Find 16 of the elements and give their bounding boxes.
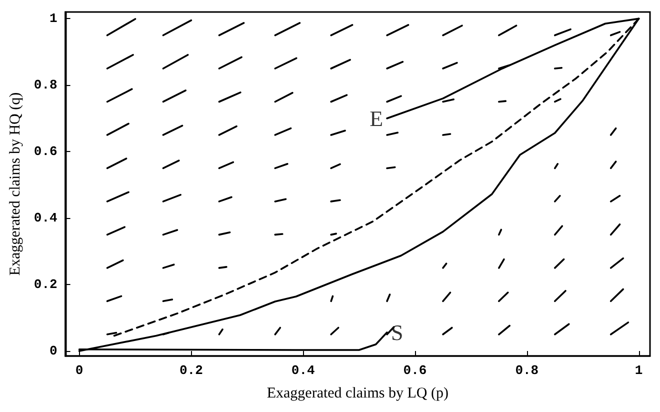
y-tick-label: 0.4	[34, 210, 58, 226]
x-tick-label: 0.8	[515, 363, 539, 378]
annotation: S	[391, 320, 404, 345]
y-tick-label: 1	[49, 11, 58, 26]
y-tick-label: 0.6	[34, 144, 58, 160]
x-tick-label: 0	[75, 363, 84, 378]
y-tick-label: 0.2	[34, 277, 58, 292]
x-tick-label: 0.2	[179, 363, 204, 378]
y-axis-title: Exaggerated claims by HQ (q)	[8, 92, 24, 276]
annotation: E	[370, 106, 384, 131]
x-tick-label: 0.6	[403, 363, 427, 378]
x-tick-label: 0.4	[291, 363, 315, 378]
x-tick-label: 1	[634, 363, 643, 378]
y-tick-label: 0.8	[34, 78, 58, 93]
y-tick-label: 0	[49, 344, 58, 359]
x-axis-title: Exaggerated claims by LQ (p)	[266, 386, 448, 402]
